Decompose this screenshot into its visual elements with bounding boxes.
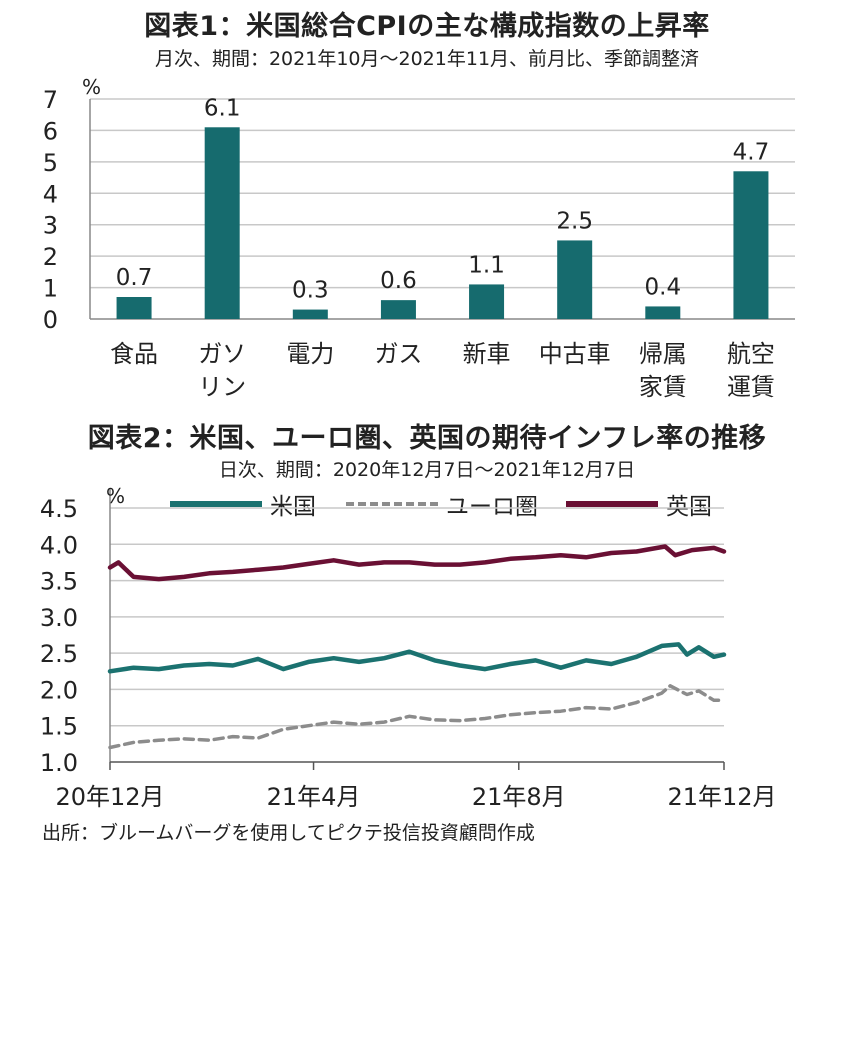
- chart1-bar: [204, 127, 240, 320]
- chart1-category-label: ガス: [374, 340, 422, 368]
- chart2-line-uk: [107, 544, 727, 582]
- chart1-bar: [116, 297, 152, 319]
- chart1-y-tick-label: 5: [43, 149, 58, 177]
- chart1-y-tick-label: 2: [43, 243, 58, 271]
- chart1-data-label: 0.3: [292, 278, 329, 304]
- chart2-y-tick-label: 1.5: [40, 713, 78, 741]
- chart2-line-euro: [108, 684, 726, 750]
- legend-label-euro: ユーロ圏: [446, 494, 538, 520]
- legend-swatch-euro: [346, 502, 438, 506]
- chart1-data-label: 0.6: [380, 268, 417, 294]
- source-note: 出所：ブルームバーグを使用してピクテ投信投資顧問作成: [42, 822, 535, 844]
- chart2-y-tick-label: 1.0: [40, 749, 78, 777]
- chart2-y-ticks: 1.01.52.02.53.03.54.04.5: [40, 495, 78, 777]
- chart1-category-label: 電力: [286, 340, 334, 368]
- bar-chart: 0 1 2 3 4 5 6 7 0.7 6.1 0.3 0.6 1.1 2.5 0.4 4.7 食品 ガソリン…: [43, 75, 795, 401]
- chart1-bar: [380, 300, 416, 319]
- chart2-subtitle: 日次、期間：2020年12月7日～2021年12月7日: [218, 459, 636, 481]
- chart2-line-us: [107, 642, 727, 674]
- chart1-category-label: 新車: [463, 340, 511, 368]
- chart1-y-tick-label: 0: [43, 306, 58, 334]
- chart1-data-label: 2.5: [556, 208, 593, 234]
- chart2-y-tick-label: 3.5: [40, 568, 78, 596]
- chart1-y-tick-label: 7: [43, 86, 58, 114]
- chart1-bar: [645, 306, 681, 319]
- chart1-data-labels: 0.7 6.1 0.3 0.6 1.1 2.5 0.4 4.7: [116, 95, 769, 303]
- chart1-data-label: 0.4: [645, 274, 682, 300]
- chart1-y-ticks: 0 1 2 3 4 5 6 7: [43, 86, 58, 334]
- chart1-bar: [733, 171, 769, 319]
- chart1-y-unit: %: [82, 75, 101, 99]
- chart1-category-label: 中古車: [539, 340, 611, 368]
- chart2-y-tick-label: 4.0: [40, 531, 78, 559]
- chart1-bar: [292, 309, 328, 319]
- chart2-y-tick-label: 2.5: [40, 640, 78, 668]
- chart2-x-tick-label: 21年12月: [667, 783, 776, 811]
- chart1-category-label: 運賃: [727, 373, 775, 401]
- chart1-bar: [469, 284, 505, 319]
- legend-swatch-us: [170, 501, 262, 507]
- chart2-legend: 米国 ユーロ圏 英国: [0, 487, 854, 521]
- chart2-title: 図表2：米国、ユーロ圏、英国の期待インフレ率の推移: [87, 423, 767, 454]
- chart1-bars: [116, 127, 769, 320]
- chart2-x-tick-label: 20年12月: [55, 783, 164, 811]
- legend-item-uk: 英国: [566, 487, 712, 521]
- legend-item-us: 米国: [170, 487, 316, 521]
- chart1-y-tick-label: 1: [43, 275, 58, 303]
- chart2-x-tick-label: 21年8月: [472, 783, 566, 811]
- chart1-category-label: 食品: [110, 340, 158, 368]
- chart1-y-tick-label: 3: [43, 212, 58, 240]
- chart1-gridlines: [89, 98, 795, 320]
- chart1-data-label: 6.1: [204, 95, 241, 121]
- chart1-y-tick-label: 4: [43, 180, 58, 208]
- chart1-category-label: リン: [198, 373, 246, 401]
- chart1-data-label: 0.7: [116, 265, 153, 291]
- chart1-category-label: 帰属: [639, 340, 687, 368]
- chart2-series: [107, 544, 727, 750]
- chart1-category-label: 航空: [727, 340, 775, 368]
- chart1-data-label: 1.1: [468, 252, 505, 278]
- chart1-title: 図表1：米国総合CPIの主な構成指数の上昇率: [144, 11, 710, 42]
- legend-swatch-uk: [566, 501, 658, 507]
- chart1-data-label: 4.7: [733, 139, 770, 165]
- chart2-x-tick-label: 21年4月: [267, 783, 361, 811]
- chart1-y-tick-label: 6: [43, 117, 58, 145]
- chart2-y-tick-label: 2.0: [40, 676, 78, 704]
- legend-label-us: 米国: [270, 494, 316, 520]
- chart2-x-ticks: 20年12月 21年4月 21年8月 21年12月: [55, 762, 777, 811]
- legend-item-euro: ユーロ圏: [346, 487, 538, 521]
- chart2-y-tick-label: 3.0: [40, 604, 78, 632]
- chart1-subtitle: 月次、期間：2021年10月～2021年11月、前月比、季節調整済: [154, 48, 700, 70]
- chart1-category-label: 家賃: [639, 373, 687, 401]
- chart1-category-label: ガソ: [198, 340, 246, 368]
- chart2-gridlines: [109, 488, 724, 763]
- chart1-bar: [557, 240, 593, 319]
- legend-label-uk: 英国: [666, 494, 712, 520]
